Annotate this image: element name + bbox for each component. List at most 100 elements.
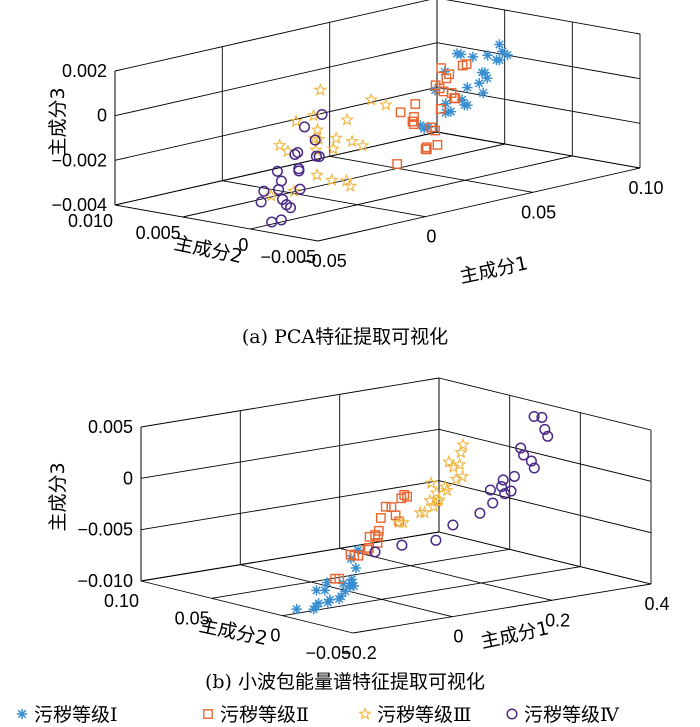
data-point — [430, 125, 440, 136]
data-point — [528, 462, 540, 474]
data-point — [441, 73, 452, 84]
data-point — [496, 481, 508, 493]
data-point — [476, 67, 488, 78]
data-point — [362, 544, 373, 555]
data-point — [431, 494, 445, 508]
data-point — [419, 123, 430, 134]
data-point — [399, 490, 410, 500]
side-wall-gridline — [445, 0, 641, 35]
data-point — [454, 445, 468, 459]
data-point — [376, 513, 386, 523]
data-point — [440, 98, 451, 109]
data-point — [450, 93, 461, 104]
floor-gridline — [317, 167, 641, 242]
data-point — [280, 144, 295, 158]
data-point — [287, 184, 301, 198]
data-point — [455, 469, 470, 483]
z-tick-label: −0.002 — [51, 150, 107, 170]
data-point — [525, 455, 537, 467]
data-point — [430, 534, 442, 546]
data-point — [518, 449, 530, 461]
legend-item-1: 污秽等级Ⅰ — [16, 704, 118, 726]
side-wall-gridline — [436, 86, 641, 124]
y-tick-label: 0 — [238, 235, 248, 255]
data-point — [539, 423, 551, 435]
back-wall-gridline — [140, 377, 440, 428]
floor-gridline — [282, 566, 581, 617]
subplot-b: −0.2 0 0.2 0.4 0.10 0.05 0 −0.05 0.005 0 −0.005 −0.… — [47, 377, 670, 693]
data-point — [494, 39, 505, 50]
data-point — [340, 586, 351, 597]
data-point — [423, 121, 434, 133]
data-point — [442, 454, 456, 468]
data-point — [258, 185, 270, 197]
x-tick-label: −0.05 — [301, 251, 347, 271]
data-point — [435, 103, 446, 114]
data-point — [289, 114, 303, 128]
data-point — [324, 173, 339, 187]
data-point — [289, 148, 301, 160]
back-wall-gridline — [140, 428, 440, 479]
floor-gridline — [140, 580, 354, 634]
data-point — [310, 150, 322, 162]
data-point — [502, 49, 513, 61]
x-axis-label: 主成分1 — [479, 617, 551, 653]
series-3 — [264, 82, 393, 202]
data-point — [482, 50, 493, 61]
data-point — [497, 46, 508, 57]
data-point — [432, 492, 446, 506]
data-point — [459, 99, 470, 111]
data-point — [436, 63, 447, 74]
data-point — [330, 573, 340, 584]
data-point — [499, 488, 511, 500]
y-tick-label: 0.10 — [104, 591, 139, 611]
data-point — [380, 501, 391, 512]
y-tick-label: 0.005 — [136, 223, 181, 243]
data-point — [298, 121, 311, 133]
subplot-caption: (b) 小波包能量谱特征提取可视化 — [205, 671, 485, 693]
data-point — [349, 550, 360, 561]
z-axis-label: 主成分3 — [47, 87, 69, 156]
data-point — [505, 485, 517, 497]
x-tick-label: 0 — [453, 627, 463, 647]
data-point — [386, 502, 397, 512]
x-tick-label: 0.4 — [644, 594, 669, 614]
data-point — [313, 82, 328, 96]
side-wall-gridline — [438, 480, 652, 534]
back-wall-gridline — [114, 0, 431, 72]
legend-marker — [506, 708, 518, 720]
x-axis-label: 主成分1 — [458, 252, 530, 288]
data-point — [395, 107, 406, 118]
legend-marker — [16, 708, 28, 720]
data-point — [339, 173, 354, 187]
side-wall-gridline — [436, 42, 641, 80]
data-point — [272, 138, 287, 152]
floor-gridline — [114, 131, 438, 206]
data-point — [461, 59, 472, 70]
z-tick-label: 0.005 — [88, 417, 133, 437]
legend-marker — [358, 706, 372, 720]
z-tick-label: −0.004 — [51, 195, 107, 215]
data-point — [440, 483, 454, 497]
y-tick-label: −0.05 — [305, 643, 351, 663]
legend-item-4: 污秽等级Ⅳ — [506, 704, 620, 726]
data-point — [340, 112, 354, 126]
data-point — [291, 603, 302, 615]
data-point — [311, 585, 322, 596]
data-point — [487, 497, 499, 509]
subplot-a: −0.05 0 0.05 0.10 0.010 0.005 0 −0.005 0.002 0 −0.… — [47, 0, 664, 348]
data-point — [350, 562, 362, 574]
data-point — [407, 116, 418, 127]
z-tick-label: 0.002 — [62, 61, 107, 81]
legend: 污秽等级Ⅰ 污秽等级Ⅱ 污秽等级Ⅲ 污秽等级Ⅳ — [16, 704, 620, 726]
data-point — [474, 78, 485, 89]
y-tick-label: 0.010 — [68, 211, 113, 231]
series-4 — [255, 108, 328, 228]
data-point — [313, 598, 324, 609]
legend-item-3: 污秽等级Ⅲ — [358, 704, 471, 726]
data-point — [429, 485, 444, 499]
floor-gridline — [250, 155, 573, 230]
data-point — [467, 51, 479, 63]
data-point — [352, 544, 364, 556]
data-point — [308, 604, 319, 615]
